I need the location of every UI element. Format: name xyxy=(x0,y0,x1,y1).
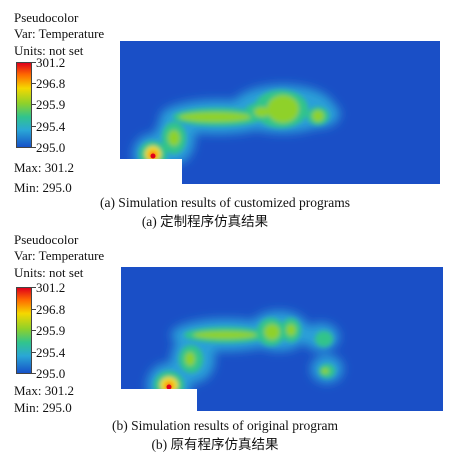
colorbar-tick xyxy=(32,330,36,331)
caption-chinese: (b) 原有程序仿真结果 xyxy=(151,437,279,452)
legend-variable: Var: Temperature xyxy=(14,26,105,41)
panel-a: Pseudocolor Var: Temperature Units: not … xyxy=(14,10,440,229)
colorbar-tick xyxy=(32,104,36,105)
colorbar-label: 296.8 xyxy=(36,302,66,317)
caption-chinese: (a) 定制程序仿真结果 xyxy=(141,214,269,229)
colorbar-tick xyxy=(32,287,36,288)
colorbar-tick xyxy=(32,147,36,148)
legend-title: Pseudocolor xyxy=(14,232,79,247)
colorbar-label: 295.9 xyxy=(36,97,66,112)
min-value: Min: 295.0 xyxy=(14,400,72,415)
panel-b: Pseudocolor Var: Temperature Units: not … xyxy=(0,233,450,466)
caption-english: (a) Simulation results of customized pro… xyxy=(99,195,351,210)
colorbar-label: 296.8 xyxy=(36,76,66,91)
colorbar-tick xyxy=(32,352,36,353)
legend-units: Units: not set xyxy=(14,265,84,280)
colorbar xyxy=(16,287,32,374)
colorbar-label: 295.4 xyxy=(36,119,66,134)
colorbar-tick xyxy=(32,83,36,84)
colorbar-tick xyxy=(32,373,36,374)
legend-variable: Var: Temperature xyxy=(14,248,105,263)
colorbar-label: 295.9 xyxy=(36,323,66,338)
colorbar-tick xyxy=(32,126,36,127)
min-value: Min: 295.0 xyxy=(14,180,72,195)
max-value: Max: 301.2 xyxy=(14,160,74,175)
temperature-field-plot xyxy=(120,41,440,184)
legend-units: Units: not set xyxy=(14,43,84,58)
colorbar-label-min: 295.0 xyxy=(36,366,66,381)
max-value: Max: 301.2 xyxy=(14,383,74,398)
temperature-field-plot xyxy=(121,267,443,411)
caption-english: (b) Simulation results of original progr… xyxy=(111,418,339,433)
colorbar-label-min: 295.0 xyxy=(36,140,66,155)
colorbar-label: 295.4 xyxy=(36,345,66,360)
legend-title: Pseudocolor xyxy=(14,10,79,25)
colorbar-label-max: 301.2 xyxy=(36,55,66,70)
colorbar-label-max: 301.2 xyxy=(36,280,66,295)
colorbar xyxy=(16,62,32,148)
colorbar-tick xyxy=(32,309,36,310)
colorbar-tick xyxy=(32,62,36,63)
